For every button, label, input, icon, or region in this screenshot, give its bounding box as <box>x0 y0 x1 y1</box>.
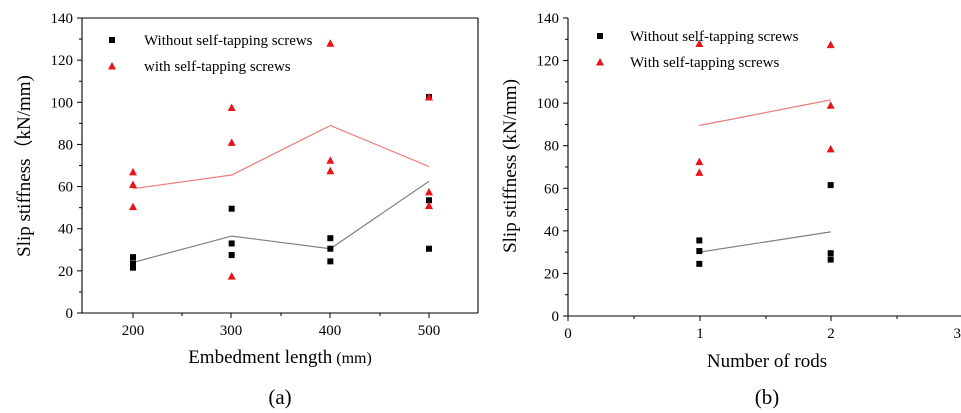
data-point-square <box>130 264 136 271</box>
x-tick-label: 3 <box>954 326 961 342</box>
data-point-square <box>228 252 235 259</box>
data-point-square <box>327 258 334 265</box>
x-tick-label: 500 <box>418 323 441 339</box>
x-axis-title-text: Number of rods <box>707 351 827 372</box>
legend-label: Without self-tapping screws <box>144 33 313 49</box>
x-tick-label: 300 <box>220 323 243 339</box>
data-point-square <box>327 245 334 252</box>
data-point-triangle <box>425 93 433 101</box>
data-point-square <box>426 245 432 252</box>
legend-swatch-square <box>109 37 115 43</box>
data-point-triangle <box>129 202 137 211</box>
y-tick-label: 40 <box>544 224 559 240</box>
data-point-triangle <box>425 187 433 196</box>
legend: Without self-tapping screws with self-tap… <box>108 33 313 75</box>
y-axis-title: Slip stiffness（kN/mm) <box>13 75 35 257</box>
y-tick-label: 120 <box>51 53 74 69</box>
legend-label: Without self-tapping screws <box>630 29 799 45</box>
data-point-triangle <box>826 144 835 153</box>
trend-line-without-screws <box>132 180 430 263</box>
y-tick-label: 100 <box>51 95 74 111</box>
x-axis-title-unit: (mm) <box>332 350 372 367</box>
chart-panel-a: 0 20 40 60 80 100 120 140 200 300 400 500 Without se… <box>13 11 479 409</box>
x-tick-label: 0 <box>564 326 572 342</box>
y-tick-label: 0 <box>552 309 560 325</box>
x-tick-label: 1 <box>696 326 704 342</box>
data-point-triangle <box>129 180 137 188</box>
x-tick-label: 2 <box>827 326 835 342</box>
x-tick-label: 400 <box>319 323 342 339</box>
legend-swatch-triangle <box>596 58 604 66</box>
data-point-square <box>827 256 834 263</box>
y-tick-label: 20 <box>544 266 559 282</box>
legend-label: with self-tapping screws <box>144 59 291 75</box>
data-point-square <box>696 237 703 244</box>
panel-label: (b) <box>755 385 780 409</box>
data-point-square <box>827 250 834 257</box>
trend-line-with-screws <box>699 99 831 127</box>
data-point-triangle <box>695 157 704 166</box>
data-point-triangle <box>227 103 236 112</box>
data-point-triangle <box>326 39 335 47</box>
y-tick-label: 80 <box>58 137 73 153</box>
x-tick-label: 200 <box>122 323 145 339</box>
panel-label: (a) <box>268 385 291 409</box>
y-tick-label: 40 <box>58 222 73 238</box>
y-tick-label: 120 <box>537 54 560 70</box>
y-tick-label: 140 <box>537 11 560 27</box>
data-point-triangle <box>425 201 433 210</box>
legend-swatch-triangle <box>108 62 116 70</box>
legend: Without self-tapping screws With self-tap… <box>596 29 799 71</box>
y-axis-title: Slip stiffness (kN/mm) <box>500 79 521 253</box>
data-point-triangle <box>826 40 835 49</box>
y-tick-label: 80 <box>544 139 559 155</box>
data-point-square <box>827 182 834 189</box>
trend-line-with-screws <box>132 124 430 190</box>
data-point-square <box>696 248 703 255</box>
data-point-square <box>327 235 334 242</box>
legend-label: With self-tapping screws <box>630 55 780 71</box>
y-tick-label: 0 <box>66 306 74 322</box>
data-point-square <box>696 260 703 267</box>
y-tick-label: 140 <box>51 11 74 27</box>
data-point-square <box>130 254 136 261</box>
data-point-triangle <box>326 166 335 175</box>
data-point-square <box>130 260 136 267</box>
data-point-triangle <box>695 39 704 48</box>
y-tick-label: 60 <box>544 181 559 197</box>
legend-swatch-square <box>597 33 603 39</box>
x-axis-title: Embedment length (mm) <box>188 347 372 368</box>
data-point-triangle <box>227 138 236 146</box>
chart-panel-b: 0 20 40 60 80 100 120 140 0 1 2 3 Without self-tappi… <box>500 11 961 409</box>
data-point-triangle <box>129 167 137 176</box>
y-tick-label: 20 <box>58 264 73 280</box>
data-point-triangle <box>826 101 835 109</box>
data-point-square <box>228 240 235 247</box>
data-point-triangle <box>227 272 236 280</box>
x-axis-title-text: Embedment length <box>188 347 333 368</box>
trend-line-without-screws <box>699 231 831 253</box>
data-point-triangle <box>326 156 335 164</box>
y-tick-label: 60 <box>58 180 73 196</box>
data-point-triangle <box>695 168 704 176</box>
data-point-square <box>228 205 235 212</box>
x-axis-title: Number of rods <box>707 351 827 372</box>
y-tick-label: 100 <box>537 96 560 112</box>
data-point-square <box>426 197 432 204</box>
